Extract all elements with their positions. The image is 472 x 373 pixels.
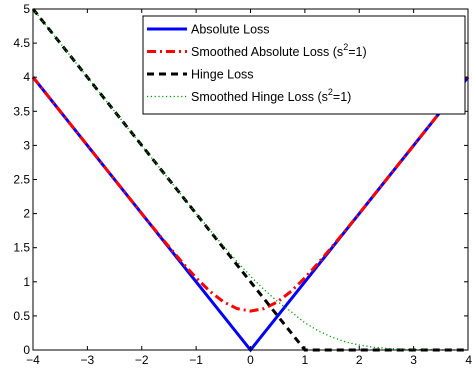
y-tick-label: 3.5	[13, 104, 30, 118]
legend-label-text: Smoothed Hinge Loss (s	[191, 90, 328, 104]
x-tick-label: 2	[356, 353, 363, 367]
legend-label-superscript: 2	[328, 87, 333, 97]
legend-label-suffix: =1)	[348, 45, 366, 59]
y-tick-label: 1.5	[13, 241, 30, 255]
x-tick-label: 0	[247, 353, 254, 367]
y-tick-label: 3	[23, 138, 30, 152]
x-tick-label: 4	[465, 353, 472, 367]
y-tick-label: 5	[23, 2, 30, 16]
series-line-2	[31, 76, 470, 313]
y-tick-label: 4.5	[13, 36, 30, 50]
y-tick-label: 0	[23, 343, 30, 357]
legend-label: Absolute Loss	[191, 23, 270, 37]
x-tick-label: −1	[189, 353, 203, 367]
legend-box	[142, 15, 466, 115]
legend-label-text: Hinge Loss	[191, 68, 254, 82]
legend-label: Hinge Loss	[191, 68, 254, 82]
y-tick-label: 2	[23, 207, 30, 221]
x-tick-label: 1	[302, 353, 309, 367]
y-tick-label: 4	[23, 70, 30, 84]
x-tick-label: −2	[135, 353, 149, 367]
ticks-layer: −4 −3 −2 −1 0 1 2 3 4 0 0.5 1 1.5 2 2.5 3 3.5 4 4.5 5	[13, 2, 472, 367]
legend-label: Smoothed Absolute Loss (s2=1)	[191, 42, 367, 59]
series-line-4	[32, 8, 469, 351]
y-tick-label: 0.5	[13, 309, 30, 323]
legend-label: Smoothed Hinge Loss (s2=1)	[191, 87, 351, 104]
x-tick-label: −3	[81, 353, 95, 367]
legend-label-text: Smoothed Absolute Loss (s	[191, 45, 343, 59]
legend-label-text: Absolute Loss	[191, 23, 270, 37]
legend-label-suffix: =1)	[333, 90, 351, 104]
x-tick-label: 3	[410, 353, 417, 367]
y-tick-label: 1	[23, 275, 30, 289]
legend-label-superscript: 2	[343, 42, 348, 52]
y-tick-label: 2.5	[13, 173, 30, 187]
x-tick-label: −4	[26, 353, 40, 367]
